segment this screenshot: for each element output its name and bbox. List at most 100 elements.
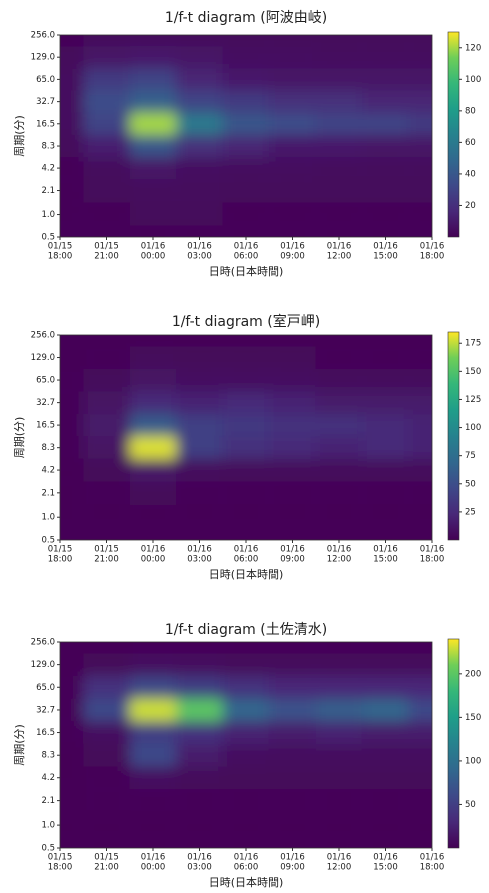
- heatmap-cell: [315, 766, 363, 790]
- colorbar-tick-label: 80: [465, 106, 476, 116]
- y-tick-label: 4.2: [41, 164, 55, 174]
- heatmap-cell: [222, 413, 270, 437]
- y-tick-label: 2.1: [41, 488, 55, 498]
- heatmap-cell: [269, 413, 316, 437]
- x-tick-date: 01/16: [327, 242, 352, 252]
- heatmap-cell: [362, 134, 409, 158]
- heatmap-cells: [60, 35, 432, 237]
- heatmap-cell: [176, 653, 223, 676]
- y-tick-label: 65.0: [36, 75, 55, 85]
- heatmap-cell: [408, 413, 432, 437]
- x-tick-date: 01/15: [94, 853, 119, 863]
- heatmap-cell: [408, 675, 432, 699]
- x-tick-date: 01/16: [327, 853, 352, 863]
- heatmap: [60, 642, 432, 848]
- colorbar-tick-label: 100: [465, 75, 481, 85]
- heatmap-cell: [222, 134, 270, 158]
- heatmap-cell: [129, 675, 177, 699]
- heatmap-cell: [222, 202, 270, 226]
- x-tick-time: 12:00: [327, 863, 352, 873]
- heatmap-cell: [60, 481, 84, 506]
- heatmap-cell: [129, 391, 177, 414]
- heatmap-cell: [408, 68, 432, 91]
- heatmap-cell: [176, 528, 223, 540]
- x-tick-date: 01/16: [327, 545, 352, 555]
- x-tick-date: 01/15: [48, 853, 73, 863]
- heatmap-cell: [222, 812, 270, 837]
- y-tick-label: 0.5: [41, 233, 55, 243]
- heatmap-cell: [60, 46, 84, 69]
- heatmap-cell: [362, 458, 409, 482]
- y-tick-label: 32.7: [36, 97, 55, 107]
- x-tick-time: 21:00: [94, 252, 119, 262]
- heatmap-cell: [60, 836, 84, 848]
- heatmap-cell: [60, 528, 84, 540]
- heatmap-cell: [222, 836, 270, 848]
- heatmap-cell: [129, 179, 177, 203]
- heatmap-cell: [269, 368, 316, 392]
- x-axis-label: 日時(日本時間): [209, 264, 284, 278]
- y-tick-label: 16.5: [36, 119, 55, 129]
- heatmap-cell: [269, 721, 316, 744]
- heatmap-cell: [60, 391, 84, 414]
- chart-title: 1/f-t diagram (阿波由岐): [165, 10, 327, 26]
- heatmap-cell: [83, 179, 130, 203]
- heatmap-cell: [408, 528, 432, 540]
- heatmap-cell: [176, 90, 223, 113]
- heatmap-cell: [408, 179, 432, 203]
- heatmap-cells: [60, 642, 432, 848]
- heatmap-cell: [315, 812, 363, 837]
- heatmap-cell: [315, 505, 363, 529]
- y-tick-label: 2.1: [41, 796, 55, 806]
- heatmap-cell: [408, 225, 432, 237]
- heatmap-cell: [83, 134, 130, 158]
- x-tick-time: 18:00: [420, 863, 445, 873]
- heatmap-cell: [315, 698, 363, 722]
- heatmap-cell: [176, 68, 223, 91]
- chart-title: 1/f-t diagram (室戸岬): [172, 313, 320, 330]
- heatmap-cell: [362, 225, 409, 237]
- heatmap-cell: [83, 766, 130, 790]
- heatmap-cell: [222, 528, 270, 540]
- x-tick-time: 21:00: [94, 555, 119, 565]
- heatmap-cell: [129, 112, 177, 135]
- x-tick-time: 03:00: [187, 555, 212, 565]
- heatmap-cell: [60, 766, 84, 790]
- heatmap-cell: [315, 368, 363, 392]
- heatmap-cell: [60, 698, 84, 722]
- heatmap-cell: [176, 179, 223, 203]
- x-axis-label: 日時(日本時間): [209, 567, 284, 581]
- heatmap-cell: [129, 505, 177, 529]
- y-tick-label: 0.5: [41, 536, 55, 546]
- heatmap-cell: [362, 743, 409, 767]
- heatmap-cell: [129, 157, 177, 180]
- heatmap-cell: [129, 789, 177, 813]
- x-tick-time: 00:00: [141, 863, 166, 873]
- colorbar-tick-label: 125: [465, 395, 481, 405]
- heatmap-cell: [60, 743, 84, 767]
- heatmap-cell: [362, 68, 409, 91]
- colorbar-tick-label: 175: [465, 339, 481, 349]
- heatmap-cell: [60, 789, 84, 813]
- heatmap-cell: [315, 112, 363, 135]
- heatmap-cell: [129, 368, 177, 392]
- heatmap-cell: [408, 458, 432, 482]
- heatmap-cell: [83, 698, 130, 722]
- heatmap-cell: [362, 157, 409, 180]
- heatmap-cell: [269, 68, 316, 91]
- heatmap-cell: [176, 698, 223, 722]
- heatmap-cell: [315, 743, 363, 767]
- heatmap-cell: [315, 458, 363, 482]
- heatmap-cell: [408, 836, 432, 848]
- x-tick-date: 01/16: [373, 545, 398, 555]
- heatmap-cell: [362, 481, 409, 506]
- heatmap-cell: [222, 642, 270, 654]
- y-tick-label: 1.0: [41, 210, 55, 220]
- heatmap-cell: [60, 721, 84, 744]
- heatmap-cell: [60, 812, 84, 837]
- heatmap-cell: [408, 157, 432, 180]
- heatmap-cell: [222, 505, 270, 529]
- colorbar-tick-label: 100: [465, 756, 481, 766]
- x-axis-label: 日時(日本時間): [209, 875, 284, 889]
